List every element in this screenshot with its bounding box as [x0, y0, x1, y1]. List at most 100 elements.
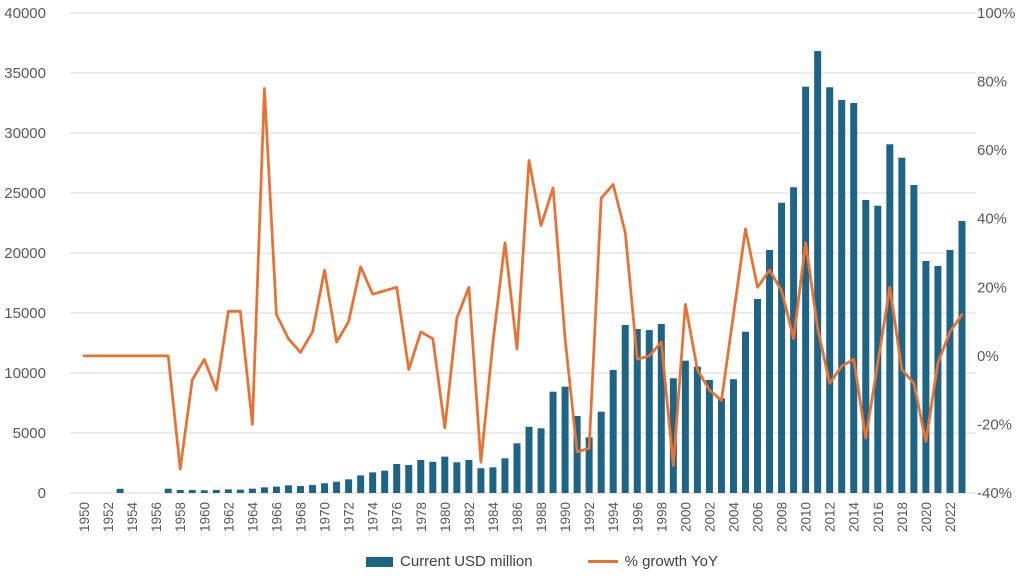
bar-1953[interactable] [116, 488, 124, 493]
x-axis-tick-label-1972: 1972 [342, 502, 357, 532]
bar-1969[interactable] [309, 484, 317, 493]
bar-1971[interactable] [333, 481, 341, 493]
bar-1975[interactable] [381, 470, 389, 493]
chart-legend: Current USD million % growth YoY [0, 553, 1024, 570]
bar-2013[interactable] [838, 100, 846, 493]
x-axis-tick-label-2014: 2014 [847, 502, 862, 533]
bar-1983[interactable] [477, 468, 485, 493]
bar-1974[interactable] [369, 472, 377, 493]
bar-1964[interactable] [248, 488, 256, 493]
bar-1960[interactable] [200, 490, 208, 493]
legend-item-bar-series[interactable]: Current USD million [366, 553, 533, 570]
x-axis-tick-label-1958: 1958 [173, 502, 188, 532]
bar-1997[interactable] [645, 330, 653, 493]
bar-2021[interactable] [934, 265, 942, 493]
bar-2014[interactable] [850, 103, 858, 493]
bar-2020[interactable] [922, 261, 930, 493]
bar-2003[interactable] [717, 398, 725, 493]
x-axis-tick-label-1978: 1978 [414, 502, 429, 532]
legend-label-line-series: % growth YoY [624, 553, 718, 570]
bar-1985[interactable] [501, 458, 509, 493]
bar-2007[interactable] [766, 250, 774, 493]
bar-1995[interactable] [621, 325, 629, 493]
bar-2017[interactable] [886, 144, 894, 493]
bar-2011[interactable] [814, 51, 822, 493]
bar-1982[interactable] [465, 460, 473, 493]
bar-2004[interactable] [729, 379, 737, 493]
bar-2023[interactable] [958, 220, 966, 493]
bar-1959[interactable] [188, 490, 196, 493]
bar-1984[interactable] [489, 467, 497, 493]
bar-2018[interactable] [898, 157, 906, 493]
bar-2016[interactable] [874, 205, 882, 493]
bar-2012[interactable] [826, 87, 834, 493]
bar-1957[interactable] [164, 488, 172, 493]
bar-2006[interactable] [754, 298, 762, 493]
x-axis-labels: 1950 1952 1954 1956 1958 1960 1962 1964 1966 1968… [77, 502, 958, 533]
bar-2022[interactable] [946, 250, 954, 493]
x-axis-tick-label-1960: 1960 [197, 502, 212, 532]
bar-1991[interactable] [573, 415, 581, 493]
bar-1987[interactable] [525, 426, 533, 493]
bar-2015[interactable] [862, 199, 870, 493]
left-axis-tick-label: 20000 [4, 245, 46, 262]
x-axis-tick-label-1970: 1970 [318, 502, 333, 532]
bar-1986[interactable] [513, 443, 521, 493]
bar-1966[interactable] [272, 486, 280, 493]
bar-1972[interactable] [345, 479, 353, 493]
x-axis-tick-label-2004: 2004 [726, 502, 741, 533]
legend-item-line-series[interactable]: % growth YoY [587, 553, 718, 570]
bar-2005[interactable] [742, 331, 749, 493]
bar-1962[interactable] [224, 489, 232, 493]
x-axis-tick-label-2012: 2012 [823, 502, 838, 532]
bar-1967[interactable] [284, 485, 292, 493]
x-axis-tick-label-1988: 1988 [534, 502, 549, 532]
bar-1977[interactable] [405, 465, 413, 493]
bar-1993[interactable] [597, 411, 605, 493]
bar-1961[interactable] [212, 490, 220, 493]
bar-1973[interactable] [357, 475, 365, 493]
right-axis-tick-label: 60% [977, 142, 1007, 159]
right-axis-tick-label: 40% [977, 211, 1007, 228]
bar-1970[interactable] [321, 483, 329, 493]
bar-2019[interactable] [910, 184, 918, 493]
x-axis-tick-label-1952: 1952 [101, 502, 116, 532]
bar-1965[interactable] [260, 487, 268, 493]
left-axis-tick-label: 10000 [4, 365, 46, 382]
bar-1979[interactable] [429, 461, 437, 493]
x-axis-tick-label-1992: 1992 [582, 502, 597, 532]
bar-2008[interactable] [778, 202, 786, 493]
growth-line[interactable] [82, 87, 964, 471]
bar-1994[interactable] [609, 370, 617, 493]
bar-1963[interactable] [236, 489, 244, 493]
right-axis-tick-label: -20% [977, 416, 1012, 433]
bar-1958[interactable] [176, 490, 184, 493]
right-axis-tick-label: 100% [977, 5, 1015, 22]
bar-1976[interactable] [393, 463, 401, 493]
bar-series [116, 51, 966, 494]
bar-1990[interactable] [561, 386, 569, 493]
bar-1998[interactable] [657, 324, 665, 493]
x-axis-tick-label-1982: 1982 [462, 502, 477, 532]
left-axis-labels: 0 5000 10000 15000 20000 25000 30000 35000 40000 [4, 5, 46, 502]
bar-1992[interactable] [585, 437, 593, 493]
left-axis-tick-label: 15000 [4, 305, 46, 322]
x-axis-tick-label-1976: 1976 [390, 502, 405, 532]
bar-1968[interactable] [297, 486, 304, 493]
bar-1988[interactable] [537, 428, 545, 493]
bar-1981[interactable] [453, 462, 461, 493]
bar-1989[interactable] [549, 391, 557, 493]
bar-1999[interactable] [669, 378, 677, 493]
x-axis-tick-label-1968: 1968 [294, 502, 309, 532]
bar-2001[interactable] [693, 366, 701, 493]
bar-1978[interactable] [417, 460, 425, 493]
bar-2010[interactable] [802, 86, 810, 494]
x-axis-tick-label-2010: 2010 [799, 502, 814, 532]
left-axis-tick-label: 25000 [4, 185, 46, 202]
x-axis-tick-label-2006: 2006 [751, 502, 766, 532]
bar-2009[interactable] [790, 187, 798, 494]
bar-1996[interactable] [633, 328, 641, 493]
bar-2000[interactable] [681, 360, 689, 493]
bar-1980[interactable] [441, 456, 449, 493]
bar-2002[interactable] [705, 379, 713, 493]
